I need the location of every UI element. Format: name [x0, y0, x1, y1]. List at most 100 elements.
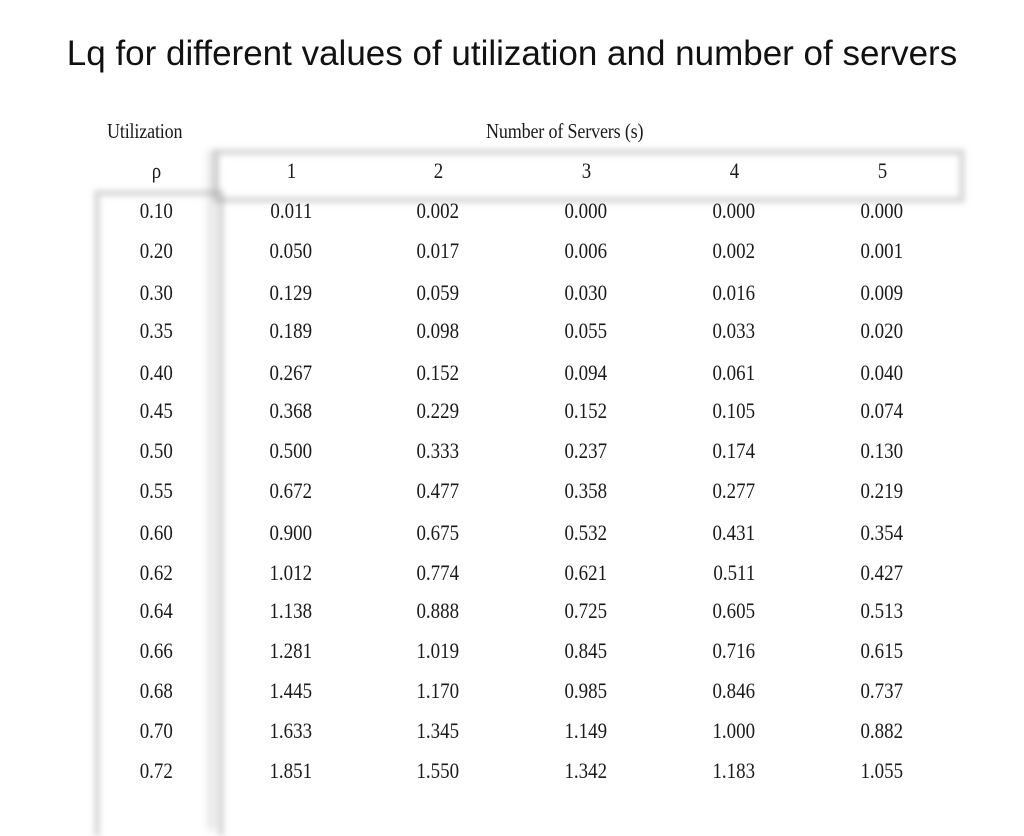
- rho-cell: 0.55: [96, 478, 216, 504]
- lq-cell-text: 0.009: [860, 280, 904, 305]
- lq-cell: 0.267: [231, 360, 351, 386]
- column-divider-shadow: [207, 150, 217, 830]
- lq-cell-text: 0.017: [416, 238, 460, 263]
- lq-cell: 1.019: [378, 638, 498, 664]
- lq-cell: 0.368: [231, 398, 351, 424]
- lq-cell-text: 1.149: [564, 718, 608, 743]
- lq-cell-text: 0.001: [860, 238, 904, 263]
- lq-cell: 1.055: [822, 758, 942, 784]
- rho-cell: 0.50: [96, 438, 216, 464]
- lq-cell-text: 0.267: [269, 360, 313, 385]
- lq-cell-text: 0.229: [416, 398, 460, 423]
- rho-cell-text: 0.50: [139, 438, 173, 463]
- server-row-highlight: [213, 149, 965, 203]
- rho-cell-text: 0.10: [139, 198, 173, 223]
- rho-cell: 0.70: [96, 718, 216, 744]
- rho-cell-text: 0.72: [139, 758, 173, 783]
- lq-cell-text: 0.040: [860, 360, 904, 385]
- server-column-header: 1: [231, 158, 351, 184]
- lq-cell-text: 0.189: [269, 318, 313, 343]
- lq-cell-text: 0.513: [860, 598, 904, 623]
- lq-cell: 0.900: [231, 520, 351, 546]
- lq-cell-text: 0.774: [416, 560, 460, 585]
- lq-cell-text: 0.985: [564, 678, 608, 703]
- lq-cell: 1.345: [378, 718, 498, 744]
- lq-cell: 0.513: [822, 598, 942, 624]
- lq-cell: 0.011: [231, 198, 351, 224]
- lq-cell-text: 0.888: [416, 598, 460, 623]
- rho-cell: 0.35: [96, 318, 216, 344]
- lq-cell-text: 0.105: [712, 398, 756, 423]
- lq-cell-text: 0.000: [564, 198, 608, 223]
- lq-cell: 1.012: [231, 560, 351, 586]
- rho-header: ρ: [96, 158, 216, 184]
- rho-cell: 0.60: [96, 520, 216, 546]
- rho-cell-text: 0.45: [139, 398, 173, 423]
- lq-cell-text: 1.633: [269, 718, 313, 743]
- lq-cell-text: 0.030: [564, 280, 608, 305]
- lq-cell-text: 0.130: [860, 438, 904, 463]
- server-column-header-text: 5: [877, 158, 887, 183]
- lq-cell-text: 0.845: [564, 638, 608, 663]
- lq-cell-text: 0.006: [564, 238, 608, 263]
- lq-cell: 0.532: [526, 520, 646, 546]
- lq-cell-text: 0.431: [712, 520, 756, 545]
- rho-cell-text: 0.30: [139, 280, 173, 305]
- lq-cell: 0.000: [822, 198, 942, 224]
- lq-cell-text: 0.219: [860, 478, 904, 503]
- lq-cell: 1.445: [231, 678, 351, 704]
- lq-cell: 0.000: [526, 198, 646, 224]
- lq-cell-text: 0.129: [269, 280, 313, 305]
- lq-cell: 0.098: [378, 318, 498, 344]
- lq-cell: 0.050: [231, 238, 351, 264]
- lq-cell: 0.152: [526, 398, 646, 424]
- lq-cell-text: 0.672: [269, 478, 313, 503]
- lq-cell-text: 0.094: [564, 360, 608, 385]
- lq-cell-text: 0.615: [860, 638, 904, 663]
- lq-cell-text: 1.170: [416, 678, 460, 703]
- lq-cell: 0.427: [822, 560, 942, 586]
- lq-cell-text: 1.345: [416, 718, 460, 743]
- lq-cell: 0.129: [231, 280, 351, 306]
- lq-cell: 0.020: [822, 318, 942, 344]
- lq-cell-text: 0.354: [860, 520, 904, 545]
- lq-cell-text: 0.000: [860, 198, 904, 223]
- lq-cell: 0.006: [526, 238, 646, 264]
- rho-cell-text: 0.62: [139, 560, 173, 585]
- rho-cell-text: 0.20: [139, 238, 173, 263]
- lq-cell: 0.774: [378, 560, 498, 586]
- lq-cell-text: 0.277: [712, 478, 756, 503]
- lq-cell-text: 0.050: [269, 238, 313, 263]
- lq-cell-text: 0.900: [269, 520, 313, 545]
- lq-cell-text: 0.532: [564, 520, 608, 545]
- lq-cell-text: 0.368: [269, 398, 313, 423]
- lq-cell-text: 0.074: [860, 398, 904, 423]
- rho-cell-text: 0.66: [139, 638, 173, 663]
- lq-cell: 0.174: [674, 438, 794, 464]
- lq-cell: 0.500: [231, 438, 351, 464]
- lq-cell: 0.030: [526, 280, 646, 306]
- server-column-header-text: 3: [581, 158, 591, 183]
- lq-cell: 0.431: [674, 520, 794, 546]
- lq-cell-text: 0.427: [860, 560, 904, 585]
- lq-cell: 0.716: [674, 638, 794, 664]
- lq-cell: 0.615: [822, 638, 942, 664]
- lq-cell: 0.040: [822, 360, 942, 386]
- lq-cell-text: 1.281: [269, 638, 313, 663]
- lq-cell: 0.354: [822, 520, 942, 546]
- lq-cell: 0.277: [674, 478, 794, 504]
- lq-cell-text: 1.851: [269, 758, 313, 783]
- lq-cell-text: 0.152: [564, 398, 608, 423]
- lq-cell: 0.002: [378, 198, 498, 224]
- lq-cell: 1.000: [674, 718, 794, 744]
- lq-cell-text: 0.000: [712, 198, 756, 223]
- lq-cell: 0.189: [231, 318, 351, 344]
- lq-cell: 1.550: [378, 758, 498, 784]
- lq-cell: 0.845: [526, 638, 646, 664]
- rho-cell-text: 0.60: [139, 520, 173, 545]
- rho-cell-text: 0.40: [139, 360, 173, 385]
- lq-cell-text: 0.002: [712, 238, 756, 263]
- lq-cell-text: 0.716: [712, 638, 756, 663]
- rho-cell: 0.40: [96, 360, 216, 386]
- lq-cell-text: 1.445: [269, 678, 313, 703]
